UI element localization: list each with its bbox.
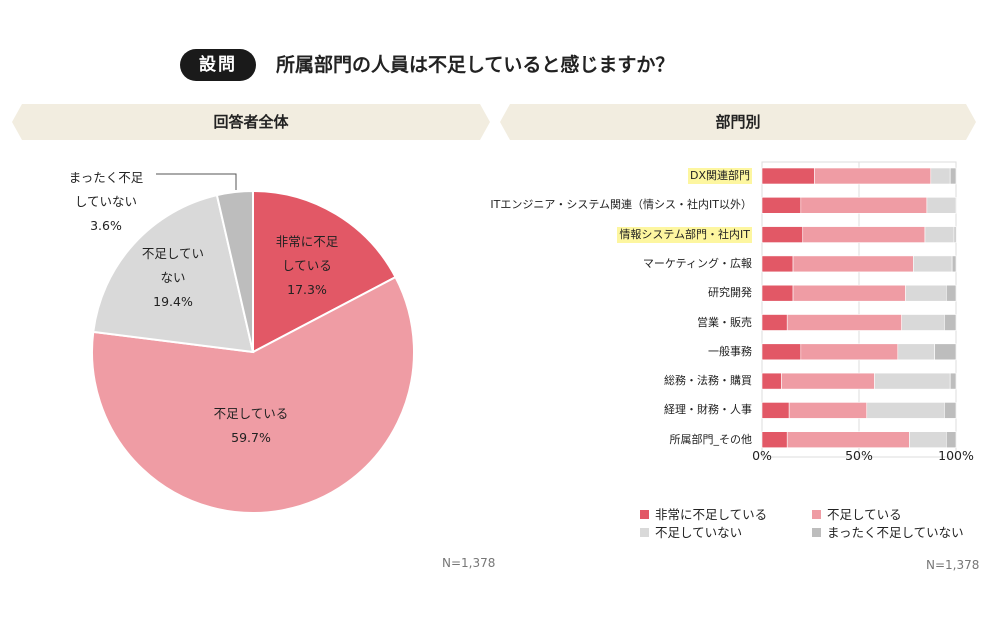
bar-category-label: 営業・販売 xyxy=(697,315,752,329)
bar-segment-not-at-all xyxy=(953,226,957,243)
legend-label-not-short: 不足していない xyxy=(655,525,743,540)
bar-segment-not-at-all xyxy=(944,314,957,331)
bar-segment-not-short xyxy=(905,284,947,302)
overall-panel-title: 回答者全体 xyxy=(213,113,289,131)
bar-segment-not-short xyxy=(926,197,957,214)
bar-segment-short xyxy=(802,226,926,243)
bar-segment-not-short xyxy=(897,343,935,361)
legend-item-not-short: 不足していない xyxy=(640,525,742,541)
pie-label-not-short: 不足してい ない 19.4% xyxy=(128,242,218,314)
legend-swatch-not-short xyxy=(640,528,649,537)
bar-segment-very-short xyxy=(761,431,788,449)
bar-category-label: 研究開発 xyxy=(708,286,752,300)
bar-segment-short xyxy=(800,197,928,214)
bar-segment-not-short xyxy=(909,431,947,449)
dept-panel-title: 部門別 xyxy=(715,113,761,131)
pie-label-not-at-all-line2: していない xyxy=(74,194,138,209)
bar-segment-not-short xyxy=(913,255,953,273)
legend-label-short: 不足している xyxy=(827,507,902,522)
bar-segment-very-short xyxy=(761,372,782,390)
pie-label-not-short-line1: 不足してい xyxy=(141,246,205,261)
pie-label-not-at-all-line1: まったく不足 xyxy=(68,170,144,185)
bar-category-label: 所属部門_その他 xyxy=(669,432,753,446)
bar-segment-not-short xyxy=(874,372,951,390)
bar-segment-not-at-all xyxy=(945,431,957,449)
bar-segment-short xyxy=(792,284,906,302)
legend-swatch-very-short xyxy=(640,510,649,519)
legend-swatch-not-at-all xyxy=(812,528,821,537)
legend-label-not-at-all: まったく不足していない xyxy=(827,525,964,540)
legend-item-not-at-all: まったく不足していない xyxy=(812,525,964,541)
dept-band-shape xyxy=(500,104,976,140)
pie-label-short-line1: 不足している xyxy=(213,406,289,421)
bar-segment-short xyxy=(781,372,875,390)
question-header: 設問 所属部門の人員は不足していると感じますか？ xyxy=(0,40,998,90)
pie-label-very-short-pct: 17.3% xyxy=(287,282,327,297)
bar-category-label: マーケティング・広報 xyxy=(642,256,752,270)
dept-panel-header: 部門別 xyxy=(500,104,976,140)
bar-segment-short xyxy=(786,314,902,331)
bar-segment-not-short xyxy=(930,167,951,185)
bar-segment-short xyxy=(786,431,910,449)
legend-swatch-short xyxy=(812,510,821,519)
bar-segment-not-at-all xyxy=(945,284,957,302)
pie-leader-line xyxy=(156,173,237,190)
bar-category-label: 一般事務 xyxy=(708,344,752,358)
overall-sample-size: N=1,378 xyxy=(442,556,496,570)
pie-label-very-short-line2: している xyxy=(282,258,332,273)
bar-segment-not-at-all xyxy=(934,343,957,361)
bar-segment-short xyxy=(800,343,899,361)
overall-band-shape xyxy=(12,104,490,140)
bar-segment-short xyxy=(792,255,914,273)
bar-segment-very-short xyxy=(761,314,788,331)
pie-label-short-pct: 59.7% xyxy=(231,430,271,445)
bar-tick-label: 50% xyxy=(845,448,873,463)
bar-segment-very-short xyxy=(761,167,815,185)
bar-segment-short xyxy=(788,402,868,419)
bar-segment-very-short xyxy=(761,343,802,361)
pie-label-not-at-all: まったく不足 していない 3.6% xyxy=(60,166,152,238)
bar-segment-not-at-all xyxy=(951,255,957,273)
bar-segment-not-short xyxy=(924,226,955,243)
bar-segment-very-short xyxy=(761,197,802,214)
pie-slice-very-short xyxy=(252,189,397,354)
bar-tick-label: 100% xyxy=(938,448,974,463)
legend-item-short: 不足している xyxy=(812,507,902,523)
bar-segment-not-short xyxy=(901,314,945,331)
pie-label-short: 不足している 59.7% xyxy=(196,402,306,450)
pie-slice-short xyxy=(91,275,415,514)
legend-item-very-short: 非常に不足している xyxy=(640,507,767,523)
legend-label-very-short: 非常に不足している xyxy=(655,507,768,522)
bar-category-label: 情報システム部門・社内IT xyxy=(617,226,752,243)
bar-category-label: DX関連部門 xyxy=(687,168,752,184)
pie-label-not-short-pct: 19.4% xyxy=(153,294,193,309)
bar-category-label: ITエンジニア・システム関連（情シス・社内IT以外） xyxy=(490,198,752,212)
bar-segment-not-at-all xyxy=(949,167,957,185)
question-text: 所属部門の人員は不足していると感じますか？ xyxy=(276,54,675,76)
bar-category-label: 総務・法務・購買 xyxy=(664,374,752,388)
bar-tick-label: 0% xyxy=(752,448,772,463)
question-badge: 設問 xyxy=(180,49,256,81)
pie-label-not-short-line2: ない xyxy=(160,270,186,285)
bar-segment-very-short xyxy=(761,255,794,273)
bar-segment-not-short xyxy=(866,402,945,419)
bar-segment-very-short xyxy=(761,226,804,243)
pie-slice-not-short xyxy=(92,193,255,354)
bar-segment-short xyxy=(814,167,932,185)
overall-panel-header: 回答者全体 xyxy=(12,104,490,140)
bar-segment-not-at-all xyxy=(944,402,957,419)
pie-label-not-at-all-pct: 3.6% xyxy=(90,218,122,233)
bar-segment-very-short xyxy=(761,284,794,302)
pie-label-very-short: 非常に不足 している 17.3% xyxy=(262,230,352,302)
bar-segment-not-at-all xyxy=(949,372,957,390)
bar-segment-very-short xyxy=(761,402,790,419)
bar-category-label: 経理・財務・人事 xyxy=(664,403,752,417)
dept-sample-size: N=1,378 xyxy=(926,558,980,572)
pie-slice-not-at-all xyxy=(215,189,254,353)
pie-label-very-short-line1: 非常に不足 xyxy=(275,234,339,249)
